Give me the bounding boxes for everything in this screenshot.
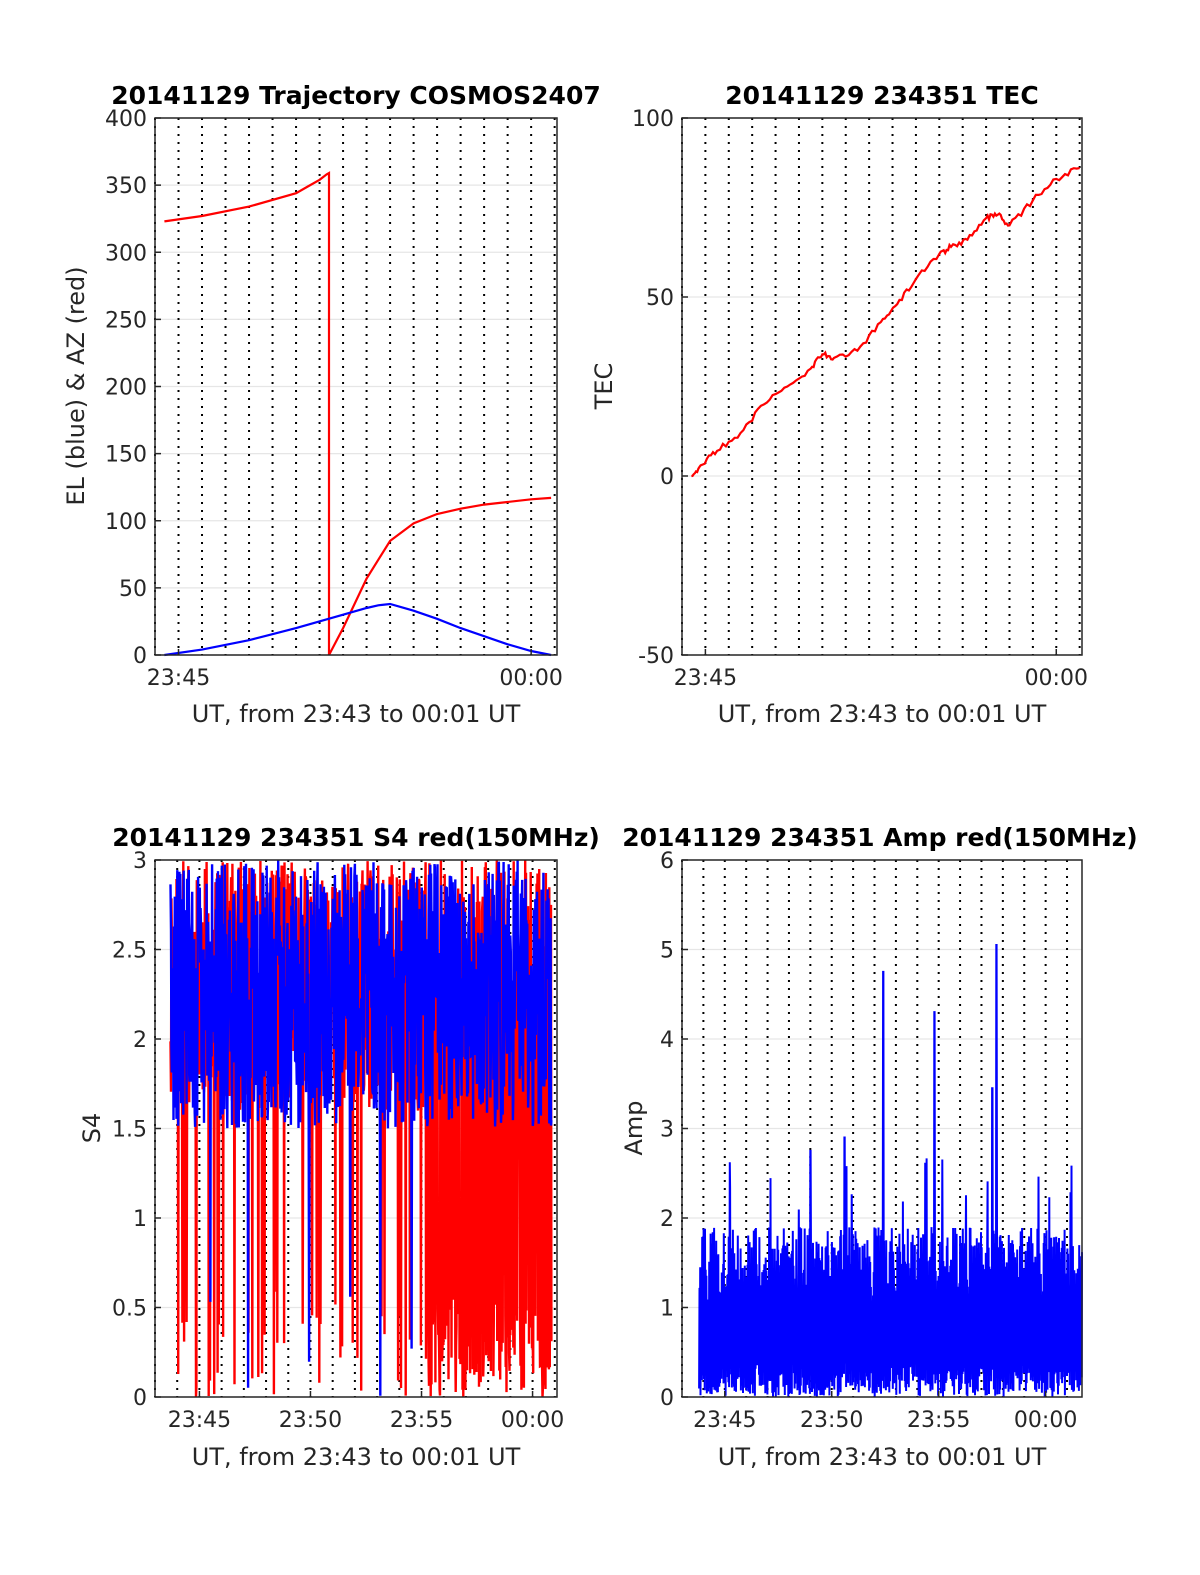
s4-panel: 0 0.5 1 1.5 2 2.5 3 23:45 23:50 23:55 00:00 201411… [78,823,600,1471]
x-tick-label: 00:00 [1025,666,1088,691]
y-tick-label: 0 [133,1386,147,1411]
tec-ylabel: TEC [590,363,618,411]
y-tick-label: 250 [105,308,147,333]
s4-series [169,860,553,1397]
trajectory-title: 20141129 Trajectory COSMOS2407 [111,81,601,110]
y-tick-label: 1.5 [112,1118,147,1143]
y-tick-label: 2 [133,1028,147,1053]
y-tick-label: 3 [133,849,147,874]
s4-ticks: 0 0.5 1 1.5 2 2.5 3 23:45 23:50 23:55 00:00 [112,849,564,1433]
y-tick-label: 0 [660,465,674,490]
y-tick-label: 100 [632,107,674,132]
y-tick-label: 400 [105,107,147,132]
tec-xlabel: UT, from 23:43 to 00:01 UT [718,700,1047,728]
y-tick-label: 150 [105,443,147,468]
trajectory-series-line [164,171,552,656]
y-tick-label: 0.5 [112,1297,147,1322]
x-tick-label: 23:50 [800,1408,863,1433]
trajectory-series [164,171,552,657]
y-tick-label: 1 [660,1297,674,1322]
x-tick-label: 23:45 [147,666,210,691]
y-tick-label: 1 [133,1207,147,1232]
y-tick-label: 3 [660,1118,674,1143]
trajectory-series-line [164,602,552,657]
tec-axes-box [681,117,1083,656]
amp-series [698,944,1083,1397]
trajectory-panel: 20141129 Trajectory COSMOS2407 0 50 100 150… [62,81,601,728]
amp-ylabel: Amp [620,1100,648,1155]
y-tick-label: -50 [638,644,674,669]
y-tick-label: 0 [660,1386,674,1411]
s4-series-line [169,860,553,1396]
amp-series-line [698,944,1083,1397]
y-tick-label: 4 [660,1028,674,1053]
trajectory-xlabel: UT, from 23:43 to 00:01 UT [192,700,521,728]
x-tick-label: 23:55 [390,1408,453,1433]
tec-series [691,167,1080,478]
amp-title: 20141129 234351 Amp red(150MHz) [622,823,1138,852]
tec-ticks: -50 0 50 100 23:45 00:00 [632,107,1088,691]
tec-plot-area [682,118,1082,655]
y-tick-label: 100 [105,510,147,535]
trajectory-ticks: 0 50 100 150 200 250 300 350 400 23:45 00:00 [105,107,563,691]
s4-ylabel: S4 [78,1113,106,1144]
amp-ticks: 0 1 2 3 4 5 6 23:45 23:50 23:55 00:00 [660,849,1077,1433]
s4-xlabel: UT, from 23:43 to 00:01 UT [192,1443,521,1471]
y-tick-label: 200 [105,376,147,401]
tec-grid [681,117,1082,656]
y-tick-label: 5 [660,939,674,964]
trajectory-ylabel: EL (blue) & AZ (red) [62,266,90,505]
y-tick-label: 6 [660,849,674,874]
x-tick-label: 23:45 [168,1408,231,1433]
amp-panel: 0 1 2 3 4 5 6 23:45 23:50 23:55 00:00 20141129 234… [620,823,1138,1471]
y-tick-label: 300 [105,241,147,266]
x-tick-label: 00:00 [499,666,562,691]
s4-title: 20141129 234351 S4 red(150MHz) [112,823,600,852]
x-tick-label: 23:45 [693,1408,756,1433]
x-tick-label: 23:55 [907,1408,970,1433]
x-tick-label: 23:50 [279,1408,342,1433]
y-tick-label: 0 [133,644,147,669]
y-tick-label: 350 [105,174,147,199]
y-tick-label: 2.5 [112,939,147,964]
x-tick-label: 00:00 [1014,1408,1077,1433]
y-tick-label: 50 [119,577,147,602]
amp-xlabel: UT, from 23:43 to 00:01 UT [718,1443,1047,1471]
tec-title: 20141129 234351 TEC [725,81,1038,110]
x-tick-label: 00:00 [501,1408,564,1433]
x-tick-label: 23:45 [674,666,737,691]
y-tick-label: 2 [660,1207,674,1232]
y-tick-label: 50 [646,286,674,311]
tec-series-line [691,167,1080,478]
